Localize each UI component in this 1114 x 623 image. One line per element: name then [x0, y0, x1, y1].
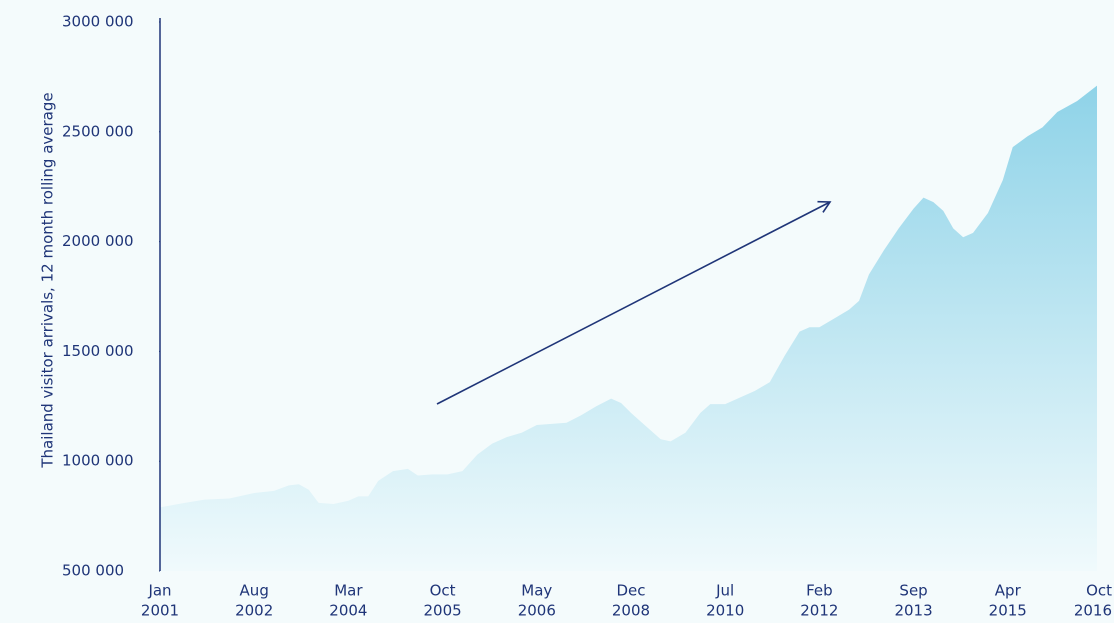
x-tick-label: Jan — [147, 582, 171, 600]
x-tick-label: Aug — [240, 582, 269, 600]
y-tick-label: 3000 000 — [62, 13, 134, 31]
x-tick-label: Dec — [616, 582, 645, 600]
y-tick-label: 500 000 — [62, 562, 124, 580]
x-tick-label: 2002 — [235, 602, 273, 620]
y-tick-label: 2500 000 — [62, 122, 134, 140]
x-tick-label: May — [521, 582, 552, 600]
x-tick-label: 2010 — [706, 602, 744, 620]
x-tick-label: 2012 — [800, 602, 838, 620]
x-tick-label: 2001 — [141, 602, 179, 620]
x-tick-label: Jul — [715, 582, 734, 600]
area — [160, 85, 1097, 572]
x-tick-label: Oct — [1086, 582, 1112, 600]
x-tick-label: 2013 — [894, 602, 932, 620]
x-tick-label: Sep — [899, 582, 927, 600]
x-tick-label: Oct — [430, 582, 456, 600]
x-tick-label: Feb — [806, 582, 833, 600]
x-tick-label: 2005 — [423, 602, 461, 620]
x-tick-label: Apr — [995, 582, 1022, 600]
x-tick-label: 2016 — [1074, 602, 1112, 620]
y-tick-label: 1500 000 — [62, 342, 134, 360]
y-tick-label: 1000 000 — [62, 452, 134, 470]
x-tick-label: 2006 — [518, 602, 556, 620]
y-tick-label: 2000 000 — [62, 232, 134, 250]
x-tick-label: 2015 — [989, 602, 1027, 620]
x-tick-label: 2004 — [329, 602, 367, 620]
x-tick-label: 2008 — [612, 602, 650, 620]
trend-arrow — [436, 200, 832, 405]
x-tick-label: Mar — [334, 582, 363, 600]
y-axis-label: Thailand visitor arrivals, 12 month roll… — [39, 92, 57, 468]
